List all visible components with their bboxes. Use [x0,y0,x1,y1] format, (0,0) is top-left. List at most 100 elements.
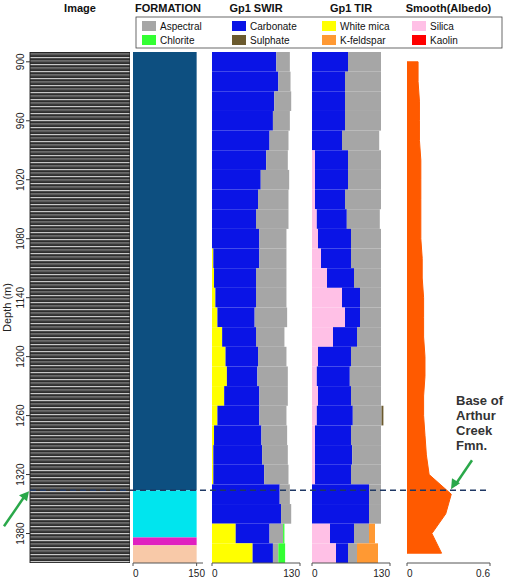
mineral-bar [259,406,286,426]
mineral-bar [212,150,266,170]
mineral-bar [345,308,360,328]
x-tick-label: 0 [312,568,318,579]
mineral-bar [336,543,348,563]
mineral-bar [321,249,351,269]
y-axis: 9009601020108011401200126013201380Depth … [1,52,30,563]
legend-label: Kaolin [430,35,458,46]
albedo-area [407,62,451,553]
mineral-bar [351,347,381,367]
y-tick-label: 900 [15,53,26,70]
mineral-bar [253,543,273,563]
mineral-bar [258,347,286,367]
x-tick [212,563,213,566]
mineral-bar [312,131,342,151]
mineral-bar [342,131,379,151]
mineral-bar [212,268,214,288]
mineral-bar [342,288,360,308]
legend-box [136,17,502,48]
y-tick [26,179,30,180]
mineral-bar [312,209,317,229]
track-title: Gp1 SWIR [229,2,282,14]
track-title: Smooth(Albedo) [406,2,492,14]
mineral-bar [215,288,256,308]
mineral-bar [212,504,281,524]
y-tick [26,61,30,62]
x-tick-label: 130 [373,568,390,579]
mineral-bar [212,308,217,328]
mineral-bar [312,288,342,308]
mineral-bar [212,366,227,386]
mineral-bar [360,288,381,308]
mineral-bar [312,91,345,111]
mineral-bar [312,150,315,170]
mineral-bar [315,150,348,170]
legend-swatch [412,35,426,45]
annotation-line: Arthur [456,408,496,423]
arrow [4,494,26,526]
mineral-bar [312,249,321,269]
y-tick-label: 1320 [15,463,26,486]
marks [30,52,130,563]
mineral-bar [212,52,276,72]
y-tick [26,415,30,416]
mineral-bar [212,386,224,406]
mineral-bar [224,386,259,406]
mineral-bar [315,190,345,210]
x-tick [133,563,134,566]
mineral-bar [345,72,381,92]
mineral-bar [312,366,317,386]
x-tick [490,563,491,566]
marks [312,52,383,563]
x-tick [196,563,197,566]
mineral-bar [212,72,278,92]
y-tick [26,238,30,239]
formation-interval [133,52,197,490]
base-line [30,490,490,492]
arrow-head [19,491,29,501]
mineral-bar [318,229,351,249]
annotation-line: Creek [456,423,493,438]
mineral-bar [213,249,259,269]
mineral-bar [348,543,357,563]
mineral-bar [357,327,381,347]
legend-label: Aspectral [160,21,202,32]
annotation-line: Base of [456,393,504,408]
mineral-bar [312,111,345,131]
mineral-bar [318,347,351,367]
mineral-bar [351,465,381,485]
mineral-bar [312,308,345,328]
x-tick-label: 0 [212,568,218,579]
track-title: Gp1 TIR [330,2,372,14]
mineral-bar [333,327,357,347]
mineral-bar [278,72,290,92]
legend-swatch [232,21,246,31]
mineral-bar [255,308,287,328]
mineral-bar [212,249,213,269]
y-tick-label: 1200 [15,345,26,368]
mineral-bar [212,288,215,308]
mineral-bar [347,209,380,229]
legend: AspectralCarbonateWhite micaSilicaChlori… [136,17,502,48]
mineral-bar [214,425,261,445]
mineral-bar [312,465,315,485]
mineral-bar [262,445,288,465]
mineral-bar [259,229,286,249]
mineral-bar [257,366,287,386]
mineral-bar [360,308,381,328]
legend-swatch [232,35,246,45]
mineral-bar [256,288,286,308]
mineral-bar [270,131,289,151]
mineral-bar [259,249,286,269]
track: Image [30,2,130,563]
track-title: Image [64,2,96,14]
mineral-bar [312,52,348,72]
mineral-bar [318,386,351,406]
mineral-bar [312,386,318,406]
marks [407,62,451,553]
legend-label: Carbonate [250,21,297,32]
mineral-bar [212,543,253,563]
mineral-bar [213,465,264,485]
mineral-bar [256,327,284,347]
mineral-bar [312,406,317,426]
borehole-image [30,52,130,563]
